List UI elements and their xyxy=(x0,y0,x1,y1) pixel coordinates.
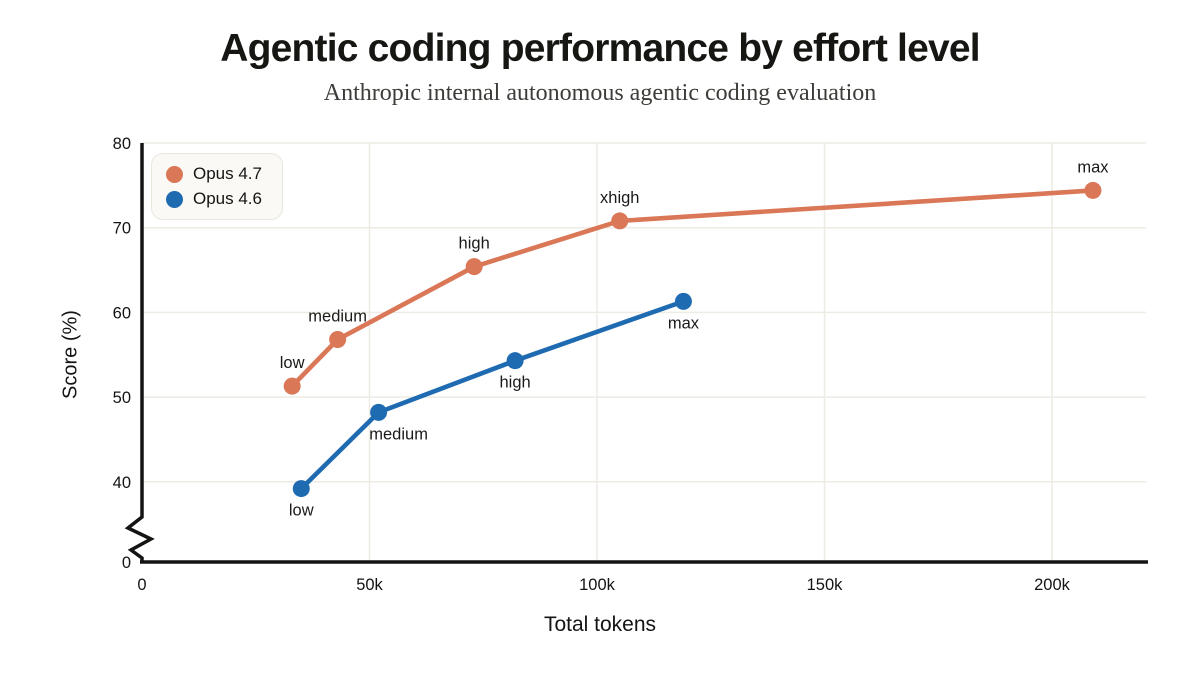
point-label-opus-4-7-xhigh: xhigh xyxy=(600,189,639,207)
y-tick-label-40: 40 xyxy=(113,474,131,492)
point-label-opus-4-6-high: high xyxy=(499,374,530,392)
data-point-opus-4-7-low xyxy=(283,377,301,395)
legend: Opus 4.7 Opus 4.6 xyxy=(151,153,283,220)
legend-item-opus-4-6: Opus 4.6 xyxy=(166,189,262,209)
y-tick-label-60: 60 xyxy=(113,304,131,322)
x-tick-label-200k: 200k xyxy=(1034,576,1071,594)
legend-label-opus-4-7: Opus 4.7 xyxy=(193,164,262,183)
y-tick-label-0: 0 xyxy=(122,554,131,572)
x-tick-label-0: 0 xyxy=(137,576,146,594)
y-axis-line xyxy=(124,143,155,562)
y-tick-label-50: 50 xyxy=(113,389,131,407)
point-label-opus-4-7-medium: medium xyxy=(308,308,367,326)
data-point-opus-4-7-xhigh xyxy=(611,212,629,230)
point-label-opus-4-7-max: max xyxy=(1077,158,1109,176)
series-line-opus-4-6 xyxy=(298,299,686,491)
data-point-opus-4-6-low xyxy=(292,480,310,498)
legend-marker-opus-4-6-icon xyxy=(166,190,183,208)
data-point-opus-4-7-high xyxy=(465,258,483,276)
point-label-opus-4-7-high: high xyxy=(459,235,490,253)
point-label-opus-4-6-max: max xyxy=(668,314,700,332)
chart-subtitle: Anthropic internal autonomous agentic co… xyxy=(323,80,877,106)
data-point-opus-4-6-high xyxy=(506,352,524,370)
point-label-opus-4-6-low: low xyxy=(289,502,314,520)
point-label-opus-4-7-low: low xyxy=(280,354,305,372)
series-line-opus-4-7 xyxy=(289,188,1096,389)
data-point-opus-4-6-max xyxy=(674,292,692,310)
x-axis-title: Total tokens xyxy=(543,613,657,636)
data-point-opus-4-7-medium xyxy=(329,331,347,349)
legend-marker-opus-4-7-icon xyxy=(166,165,183,183)
x-tick-label-150k: 150k xyxy=(807,576,844,594)
x-tick-label-50k: 50k xyxy=(356,576,383,594)
point-label-opus-4-6-medium: medium xyxy=(369,425,428,443)
legend-label-opus-4-6: Opus 4.6 xyxy=(193,189,262,208)
y-tick-label-70: 70 xyxy=(113,220,131,238)
data-point-opus-4-7-max xyxy=(1084,181,1102,199)
x-tick-label-100k: 100k xyxy=(579,576,616,594)
y-axis-title: Score (%) xyxy=(59,310,82,399)
y-tick-label-80: 80 xyxy=(113,135,131,153)
legend-item-opus-4-7: Opus 4.7 xyxy=(166,164,262,184)
data-point-opus-4-6-medium xyxy=(370,403,388,421)
chart-title: Agentic coding performance by effort lev… xyxy=(220,27,980,70)
